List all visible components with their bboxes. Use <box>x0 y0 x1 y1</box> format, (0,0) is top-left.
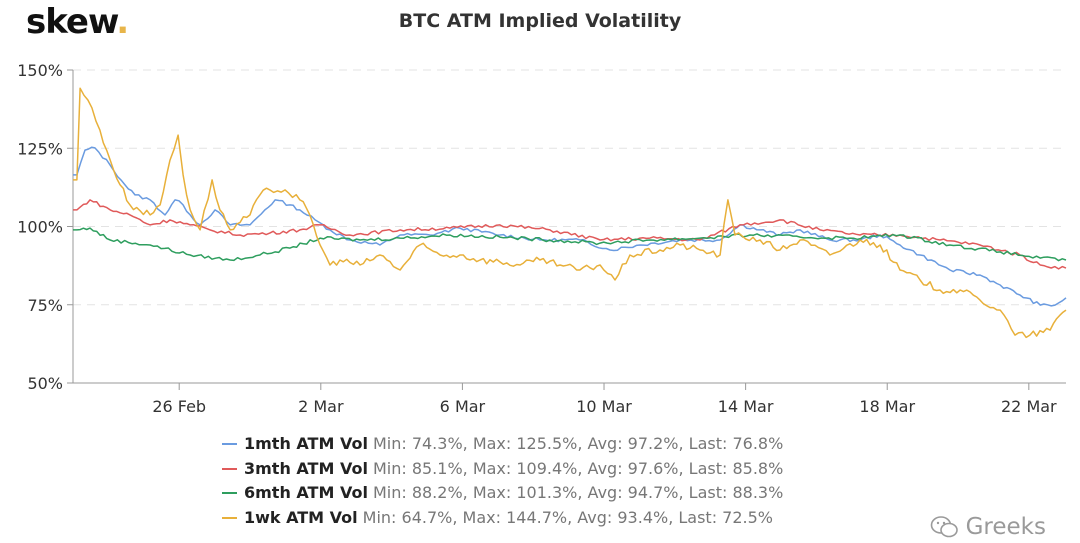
wechat-icon <box>930 516 958 538</box>
legend-series-name: 6mth ATM Vol <box>244 483 368 502</box>
skew-logo: skew. <box>26 2 129 42</box>
series-line-1wk <box>73 87 1067 339</box>
legend-item[interactable]: 1mth ATM Vol Min: 74.3%, Max: 125.5%, Avg… <box>222 432 783 457</box>
y-tick-label: 125% <box>17 139 63 158</box>
y-tick-label: 50% <box>27 374 63 393</box>
x-tick-label: 26 Feb <box>152 397 206 416</box>
legend-series-stats: Min: 85.1%, Max: 109.4%, Avg: 97.6%, Las… <box>372 458 784 478</box>
x-tick-label: 10 Mar <box>576 397 632 416</box>
x-tick-label: 18 Mar <box>859 397 915 416</box>
chart-title: BTC ATM Implied Volatility <box>398 10 682 32</box>
legend-series-name: 1wk ATM Vol <box>244 507 358 527</box>
legend-swatch <box>222 516 237 519</box>
series-line-1mth <box>73 146 1067 307</box>
legend-swatch <box>222 492 237 495</box>
x-tick-label: 6 Mar <box>440 397 486 416</box>
chart-legend: 1mth ATM Vol Min: 74.3%, Max: 125.5%, Avg… <box>222 432 783 530</box>
legend-series-stats: Min: 88.2%, Max: 101.3%, Avg: 94.7%, Las… <box>372 483 784 502</box>
series-line-6mth <box>73 227 1067 262</box>
legend-series-stats: Min: 64.7%, Max: 144.7%, Avg: 93.4%, Las… <box>362 507 773 527</box>
x-tick-label: 14 Mar <box>718 397 774 416</box>
x-tick-label: 22 Mar <box>1001 397 1057 416</box>
legend-item[interactable]: 1wk ATM Vol Min: 64.7%, Max: 144.7%, Avg:… <box>222 506 783 531</box>
y-tick-label: 75% <box>27 296 63 315</box>
legend-swatch <box>222 443 237 446</box>
legend-series-name: 3mth ATM Vol <box>244 458 368 478</box>
legend-series-stats: Min: 74.3%, Max: 125.5%, Avg: 97.2%, Las… <box>372 434 784 453</box>
y-tick-label: 100% <box>17 218 63 237</box>
watermark: Greeks <box>930 514 1046 540</box>
x-tick-label: 2 Mar <box>298 397 344 416</box>
legend-swatch <box>222 467 237 470</box>
legend-item[interactable]: 6mth ATM Vol Min: 88.2%, Max: 101.3%, Avg… <box>222 481 783 506</box>
legend-item[interactable]: 3mth ATM Vol Min: 85.1%, Max: 109.4%, Avg… <box>222 457 783 482</box>
legend-series-name: 1mth ATM Vol <box>244 434 368 453</box>
y-tick-label: 150% <box>17 61 63 80</box>
